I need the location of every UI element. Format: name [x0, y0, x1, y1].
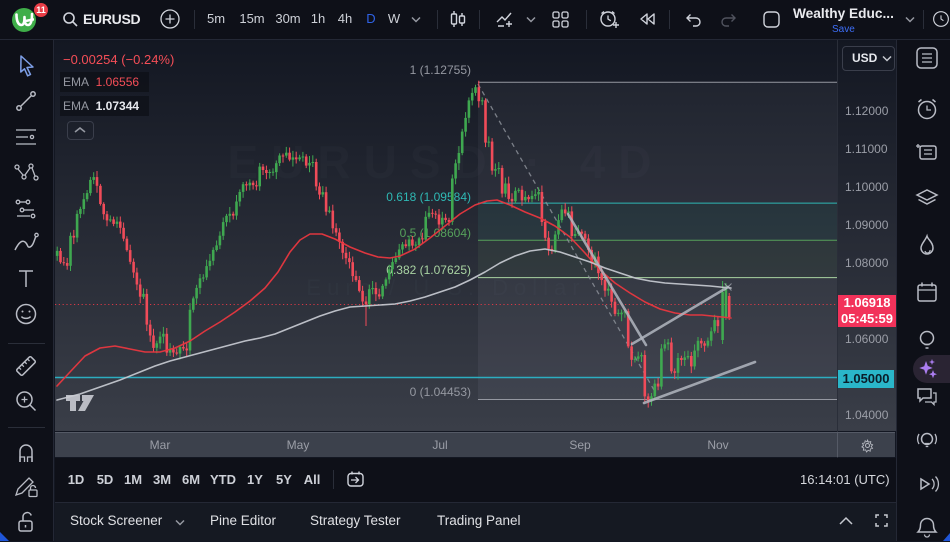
svg-text:0 (1.04453): 0 (1.04453) — [410, 385, 471, 399]
svg-text:0.382 (1.07625): 0.382 (1.07625) — [386, 263, 471, 277]
svg-text:1 (1.12755): 1 (1.12755) — [410, 63, 471, 77]
svg-text:0.618 (1.09584): 0.618 (1.09584) — [386, 190, 471, 204]
